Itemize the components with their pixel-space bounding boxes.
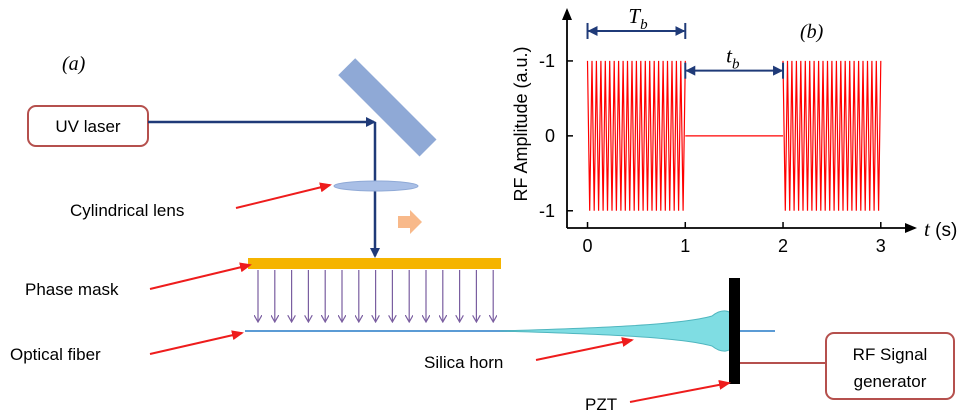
x-tick-label: 2 (778, 236, 788, 256)
x-axis-label-unit: (s) (930, 220, 957, 241)
signal-segment (586, 60, 686, 211)
x-tick-label: 3 (876, 236, 886, 256)
y-axis-label: RF Amplitude (a.u.) (511, 46, 531, 201)
generator-box (825, 332, 955, 400)
pointer (235, 182, 332, 209)
y-tick-label: -1 (539, 51, 555, 71)
scan-arrow (398, 210, 422, 234)
y-tick-label: -1 (539, 201, 555, 221)
generator-label: RF Signal (853, 345, 928, 364)
pzt (729, 278, 740, 384)
silica-horn (499, 310, 734, 352)
fiber-label: Optical fiber (10, 345, 101, 364)
interval-label-main: T (628, 4, 641, 28)
pointer (535, 337, 634, 361)
interval-label-main: t (726, 44, 733, 68)
x-tick-label: 1 (680, 236, 690, 256)
pointer (629, 379, 731, 403)
x-axis-label-var: t (924, 217, 931, 241)
mirror (338, 58, 437, 157)
mask-label: Phase mask (25, 280, 119, 299)
laser-box (27, 105, 149, 147)
panel-tag: (b) (800, 21, 824, 43)
y-tick-label: 0 (545, 126, 555, 146)
interval-label-sub: b (732, 57, 740, 73)
lens-label: Cylindrical lens (70, 201, 184, 220)
lens (333, 180, 419, 192)
interval-label: Tb (628, 4, 648, 33)
horn-label: Silica horn (424, 353, 503, 372)
uv-arrows (258, 270, 493, 321)
generator-label: generator (854, 372, 927, 391)
panel-tag: (a) (62, 53, 86, 75)
phase-mask (248, 258, 501, 269)
pointer (149, 262, 252, 290)
pzt-label: PZT (585, 395, 617, 414)
laser-label: UV laser (55, 117, 121, 136)
signal-segment (782, 60, 882, 211)
x-axis-label: t (s) (924, 217, 957, 241)
pointer (149, 330, 244, 355)
x-tick-label: 0 (583, 236, 593, 256)
interval-label-sub: b (640, 17, 648, 33)
interval-label: tb (726, 44, 740, 73)
